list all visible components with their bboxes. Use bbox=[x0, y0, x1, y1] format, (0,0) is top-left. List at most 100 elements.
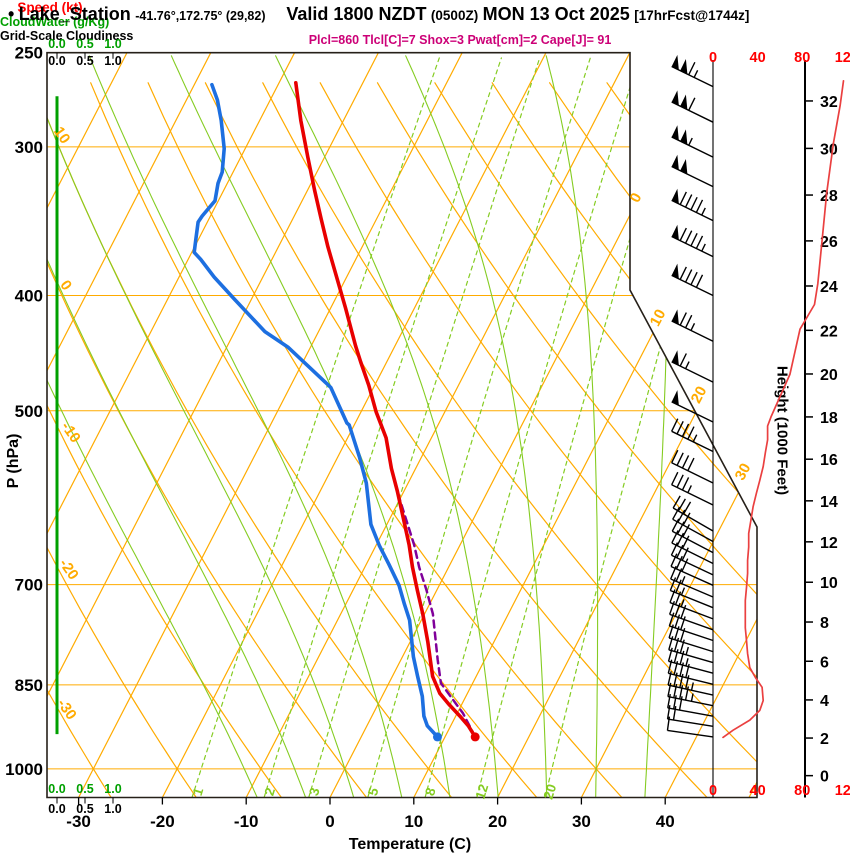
pressure-tick-label: 300 bbox=[15, 138, 43, 157]
mixing-ratio-label: 2 bbox=[262, 786, 279, 798]
dry-adiabat-line bbox=[376, 82, 757, 798]
wind-barb bbox=[670, 553, 714, 586]
wind-barb bbox=[669, 600, 714, 631]
isotherm-line bbox=[78, 52, 463, 798]
height-tick-label: 16 bbox=[820, 452, 838, 469]
isotherm-line bbox=[161, 52, 547, 798]
valid-time-utc: (0500Z) bbox=[430, 8, 479, 23]
dry-adiabat-line bbox=[262, 82, 757, 798]
pressure-tick-label: 400 bbox=[15, 286, 43, 305]
speed-tick-label: 80 bbox=[794, 50, 810, 66]
wind-barb bbox=[671, 188, 714, 222]
wind-barb bbox=[671, 390, 714, 423]
moist-adiabat-line bbox=[88, 55, 403, 798]
dry-adiabat-line bbox=[319, 82, 757, 798]
speed-tick-label: 40 bbox=[750, 783, 766, 799]
height-tick-label: 4 bbox=[820, 693, 829, 710]
cloudwater-tick-label: 1.0 bbox=[104, 37, 121, 51]
height-tick-label: 8 bbox=[820, 615, 829, 632]
forecast-lead: [17hrFcst@1744z] bbox=[634, 8, 750, 23]
cloudwater-tick-label: 1.0 bbox=[104, 782, 121, 796]
wind-barb bbox=[671, 125, 714, 158]
moist-adiabat-line bbox=[275, 55, 499, 798]
cloudiness-tick-label: 0.0 bbox=[48, 54, 65, 68]
height-tick-label: 28 bbox=[820, 188, 838, 205]
height-tick-label: 26 bbox=[820, 234, 838, 251]
height-tick-label: 24 bbox=[820, 279, 838, 296]
height-tick-label: 18 bbox=[820, 410, 838, 427]
plot-border bbox=[46, 51, 758, 799]
wind-barb bbox=[671, 350, 714, 383]
wind-barb bbox=[671, 309, 714, 342]
mixing-ratio-line bbox=[424, 57, 640, 798]
isotherm-line bbox=[47, 52, 128, 798]
sounding-profiles bbox=[192, 81, 480, 742]
wind-barb bbox=[666, 705, 714, 728]
grid-lines bbox=[47, 52, 757, 798]
dry-adiabat-line bbox=[47, 82, 368, 798]
moist-adiabat-line bbox=[47, 55, 258, 798]
height-tick-label: 0 bbox=[820, 769, 829, 786]
cloudiness-tick-label: 0.0 bbox=[48, 802, 65, 816]
moist-adiabat-line bbox=[405, 55, 548, 798]
valid-time: Valid 1800 NZDT bbox=[286, 4, 427, 24]
wind-barb bbox=[671, 54, 714, 88]
moist-adiabat-line bbox=[47, 55, 307, 798]
pressure-tick-label: 250 bbox=[15, 44, 43, 63]
mixing-ratio-line bbox=[544, 57, 742, 798]
isotherm-label: 20 bbox=[688, 384, 711, 407]
mixing-ratio-line bbox=[308, 57, 541, 798]
cloudwater-axis-label: CloudWater (g/Kg) bbox=[0, 15, 110, 29]
surface-temperature-dot bbox=[470, 732, 480, 742]
height-tick-label: 20 bbox=[820, 367, 838, 384]
speed-tick-label: 120 bbox=[835, 783, 850, 799]
station-bullet-icon: • bbox=[8, 4, 15, 24]
dry-adiabat-label: 10 bbox=[50, 124, 73, 147]
dry-adiabat-line bbox=[90, 82, 538, 798]
dry-adiabat-line bbox=[491, 82, 757, 798]
wind-barb bbox=[671, 449, 714, 484]
parcel-path bbox=[397, 495, 477, 739]
wind-barb bbox=[671, 224, 714, 258]
wind-barb bbox=[670, 565, 714, 598]
wind-barb bbox=[671, 518, 714, 554]
isotherm-line bbox=[580, 52, 757, 798]
dry-adiabat-line bbox=[606, 82, 757, 798]
cloudiness-tick-label: 0.5 bbox=[76, 54, 93, 68]
wind-speed-profile bbox=[722, 79, 845, 739]
mixing-ratio-line bbox=[191, 57, 440, 798]
wind-barb bbox=[671, 263, 714, 297]
wind-barbs bbox=[666, 54, 714, 738]
wind-barb bbox=[671, 530, 714, 565]
dewpoint-curve bbox=[192, 82, 440, 739]
mixing-ratio-line bbox=[367, 57, 591, 798]
wind-barb bbox=[671, 471, 714, 506]
mixing-ratio-line bbox=[476, 57, 684, 798]
mixing-ratio-line bbox=[263, 57, 502, 798]
mixing-ratio-label: 12 bbox=[473, 782, 492, 801]
valid-date: MON 13 Oct 2025 bbox=[482, 4, 630, 24]
chart-title: • Lake_Station -41.76°,172.75° (29,82) V… bbox=[8, 4, 749, 25]
speed-tick-label: 120 bbox=[835, 50, 850, 66]
wind-barb bbox=[668, 612, 714, 642]
height-tick-label: 14 bbox=[820, 494, 838, 511]
temperature-tick-label: -30 bbox=[66, 812, 91, 831]
moist-adiabat-line bbox=[644, 55, 670, 798]
wind-barb bbox=[669, 577, 714, 609]
cloudiness-tick-label: 1.0 bbox=[104, 54, 121, 68]
pressure-tick-label: 700 bbox=[15, 576, 43, 595]
height-tick-label: 22 bbox=[820, 323, 838, 340]
speed-tick-label: 80 bbox=[794, 783, 810, 799]
speed-tick-label: 0 bbox=[709, 783, 717, 799]
wind-barb bbox=[668, 624, 714, 653]
cloudwater-tick-label: 0.5 bbox=[76, 782, 93, 796]
stability-indices: Plcl=860 Tlcl[C]=7 Shox=3 Pwat[cm]=2 Cap… bbox=[308, 33, 612, 47]
height-tick-label: 2 bbox=[820, 731, 829, 748]
cloudiness-tick-label: 0.5 bbox=[76, 802, 93, 816]
temperature-tick-label: 10 bbox=[404, 812, 423, 831]
isotherm-line bbox=[47, 52, 379, 798]
wind-barb bbox=[671, 418, 714, 453]
